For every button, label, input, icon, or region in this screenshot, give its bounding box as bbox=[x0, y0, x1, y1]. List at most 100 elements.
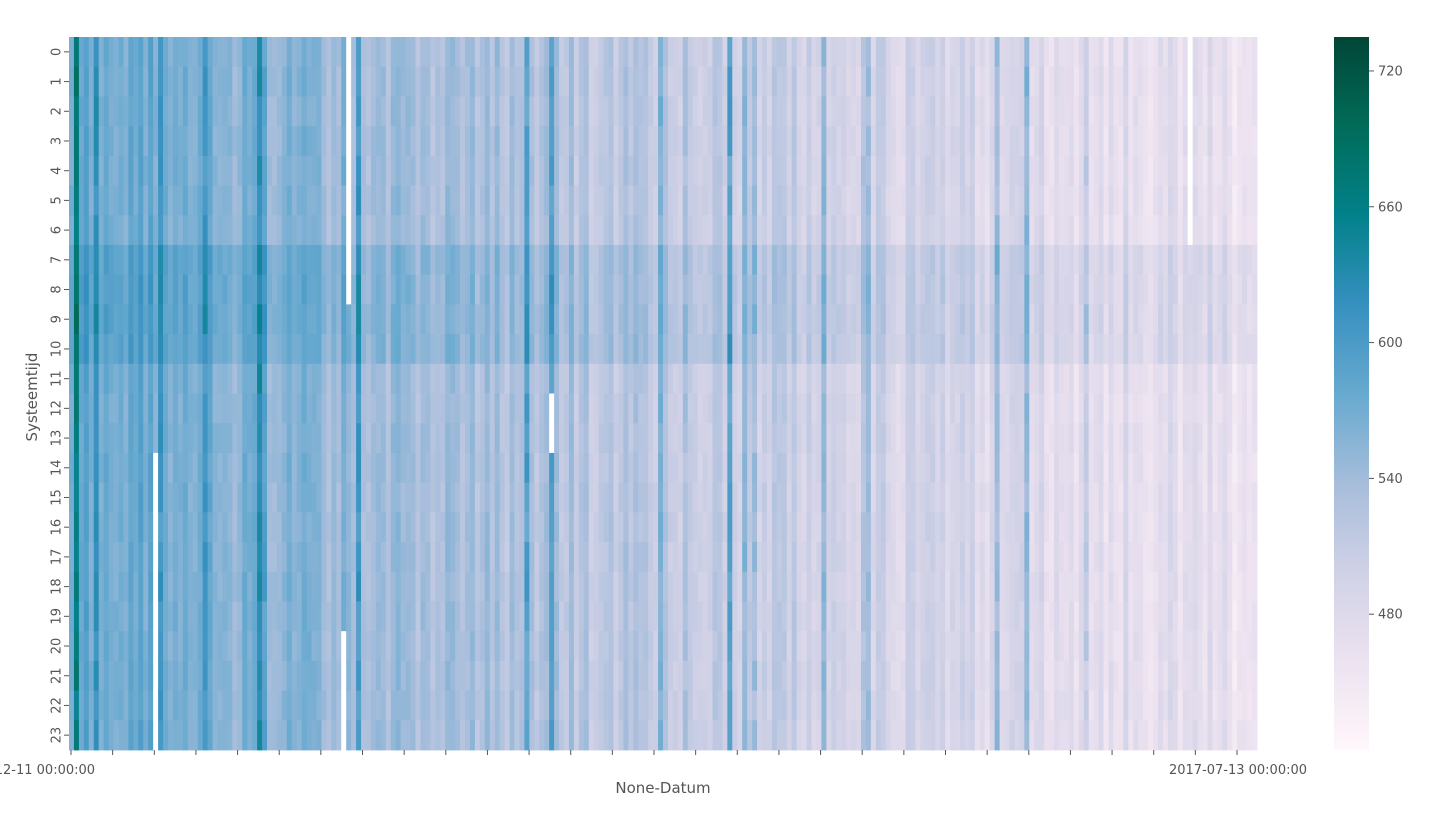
heatmap-cell bbox=[969, 482, 976, 513]
heatmap-cell bbox=[905, 423, 911, 454]
heatmap-cell bbox=[1083, 631, 1090, 662]
heatmap-cell bbox=[544, 363, 550, 394]
heatmap-cell bbox=[331, 96, 337, 127]
heatmap-cell bbox=[118, 631, 124, 662]
heatmap-cell bbox=[138, 185, 144, 216]
heatmap-cell bbox=[559, 631, 565, 662]
heatmap-cell bbox=[856, 304, 862, 335]
heatmap-cell bbox=[435, 423, 441, 454]
heatmap-cell bbox=[93, 601, 100, 632]
heatmap-cell bbox=[430, 452, 436, 484]
heatmap-cell bbox=[227, 690, 233, 721]
heatmap-cell bbox=[217, 452, 223, 484]
heatmap-cell bbox=[410, 690, 416, 721]
heatmap-cell bbox=[296, 274, 303, 305]
heatmap-cell bbox=[395, 215, 402, 246]
heatmap-cell bbox=[247, 601, 253, 632]
heatmap-cell bbox=[687, 96, 694, 127]
heatmap-cell bbox=[623, 96, 629, 127]
heatmap-cell bbox=[653, 37, 659, 68]
heatmap-cell bbox=[1098, 37, 1104, 68]
heatmap-cell bbox=[875, 274, 882, 305]
heatmap-cell bbox=[499, 720, 505, 751]
heatmap-cell bbox=[875, 185, 882, 216]
heatmap-cell bbox=[1073, 452, 1080, 484]
heatmap-cell bbox=[846, 452, 852, 484]
heatmap-cell bbox=[460, 304, 466, 335]
heatmap-cell bbox=[143, 660, 149, 691]
heatmap-cell bbox=[549, 571, 555, 602]
heatmap-cell bbox=[593, 690, 600, 721]
heatmap-cell bbox=[247, 482, 253, 513]
heatmap-cell bbox=[514, 37, 520, 68]
heatmap-cell bbox=[613, 96, 619, 127]
heatmap-cell bbox=[168, 304, 174, 335]
heatmap-cell bbox=[271, 334, 278, 365]
heatmap-cell bbox=[682, 690, 689, 721]
heatmap-cell bbox=[608, 631, 614, 662]
heatmap-cell bbox=[747, 393, 753, 424]
heatmap-cell bbox=[1078, 155, 1085, 186]
heatmap-cell bbox=[455, 631, 461, 662]
heatmap-cell bbox=[88, 363, 95, 394]
heatmap-cell bbox=[578, 37, 585, 68]
heatmap-cell bbox=[895, 512, 901, 543]
heatmap-cell bbox=[1078, 215, 1085, 246]
heatmap-cell bbox=[93, 720, 100, 751]
heatmap-cell bbox=[638, 274, 644, 305]
heatmap-cell bbox=[865, 363, 872, 394]
heatmap-cell bbox=[578, 274, 585, 305]
heatmap-cell bbox=[148, 482, 154, 513]
heatmap-cell bbox=[836, 631, 842, 662]
heatmap-cell bbox=[999, 631, 1005, 662]
heatmap-cell bbox=[311, 185, 317, 216]
heatmap-cell bbox=[1068, 363, 1075, 394]
heatmap-cell bbox=[1034, 512, 1040, 543]
heatmap-cell bbox=[796, 482, 802, 513]
heatmap-cell bbox=[573, 690, 580, 721]
heatmap-cell bbox=[524, 542, 530, 573]
heatmap-cell bbox=[658, 423, 664, 454]
heatmap-cell bbox=[786, 126, 793, 157]
heatmap-cell bbox=[435, 482, 441, 513]
heatmap-cell bbox=[945, 571, 951, 602]
heatmap-cell bbox=[524, 482, 530, 513]
heatmap-cell bbox=[73, 185, 80, 216]
heatmap-cell bbox=[351, 720, 357, 751]
heatmap-cell bbox=[1049, 482, 1055, 513]
heatmap-cell bbox=[247, 185, 253, 216]
heatmap-cell bbox=[158, 660, 164, 691]
heatmap-cell bbox=[356, 631, 362, 662]
heatmap-cell bbox=[370, 215, 377, 246]
heatmap-cell bbox=[123, 571, 129, 602]
heatmap-cell bbox=[83, 185, 90, 216]
heatmap-cell bbox=[776, 155, 783, 186]
heatmap-cell bbox=[836, 423, 842, 454]
heatmap-cell bbox=[905, 690, 911, 721]
heatmap-cell bbox=[341, 185, 347, 216]
heatmap-cell bbox=[653, 334, 659, 365]
heatmap-cell bbox=[385, 542, 392, 573]
heatmap-cell bbox=[311, 720, 317, 751]
heatmap-cell bbox=[375, 96, 382, 127]
heatmap-cell bbox=[311, 96, 317, 127]
heatmap-cell bbox=[559, 334, 565, 365]
heatmap-cell bbox=[623, 452, 629, 484]
heatmap-cell bbox=[766, 601, 773, 632]
heatmap-cell bbox=[291, 185, 298, 216]
heatmap-cell bbox=[380, 601, 387, 632]
heatmap-cell bbox=[732, 274, 738, 305]
heatmap-cell bbox=[494, 571, 501, 602]
heatmap-cell bbox=[628, 37, 634, 68]
heatmap-cell bbox=[865, 393, 872, 424]
heatmap-cell bbox=[564, 690, 570, 721]
heatmap-cell bbox=[460, 542, 466, 573]
heatmap-cell bbox=[989, 66, 996, 97]
heatmap-cell bbox=[766, 244, 773, 276]
heatmap-cell bbox=[861, 660, 867, 691]
heatmap-cell bbox=[672, 542, 679, 573]
heatmap-cell bbox=[128, 512, 134, 543]
heatmap-cell bbox=[281, 334, 288, 365]
heatmap-cell bbox=[78, 423, 85, 454]
heatmap-cell bbox=[380, 126, 387, 157]
